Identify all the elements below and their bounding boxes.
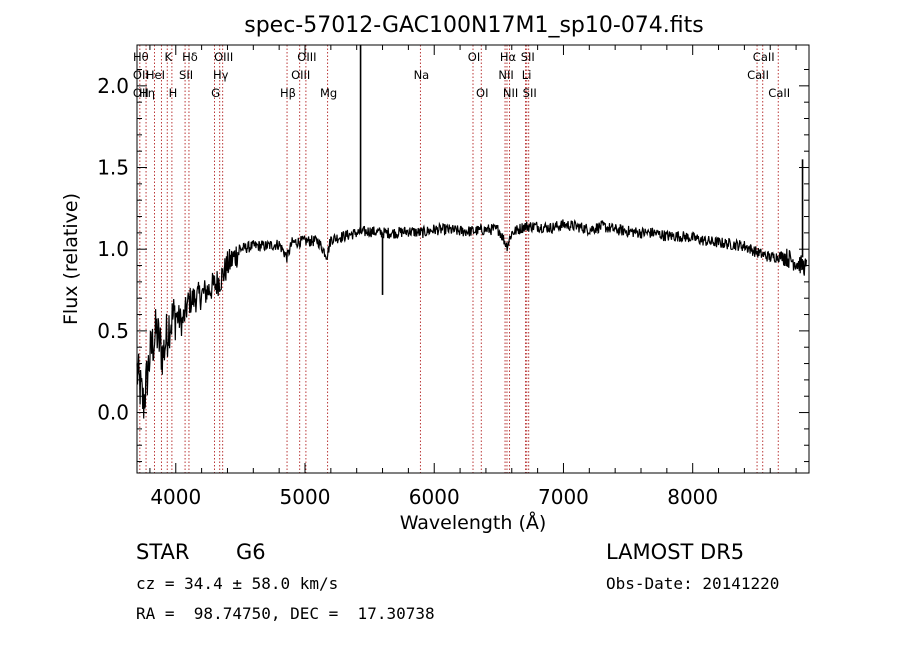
x-axis-label: Wavelength (Å) (400, 511, 547, 534)
x-tick-label: 7000 (538, 485, 589, 509)
x-tick-label: 4000 (150, 485, 201, 509)
spectral-line-label: OIII (214, 50, 233, 64)
spectral-line-label: CaII (768, 86, 790, 100)
spectral-line-label: OIII (291, 68, 310, 82)
spectral-line-label: Hη (139, 86, 155, 100)
spectral-line-label: Hγ (213, 68, 229, 82)
redshift-velocity: cz = 34.4 ± 58.0 km/s (136, 574, 339, 593)
spectral-line-label: OIII (297, 50, 316, 64)
spectral-line-label: NII (498, 68, 513, 82)
y-tick-label: 1.5 (97, 156, 129, 180)
plot-frame (136, 44, 810, 474)
spectral-line-label: SII (179, 68, 193, 82)
y-tick-label: 0.0 (97, 401, 129, 425)
x-axis: 4000 5000 6000 7000 8000 (149, 45, 797, 509)
y-tick-label: 1.0 (97, 237, 129, 261)
x-tick-label: 5000 (280, 485, 331, 509)
spectral-line-label: H (169, 86, 178, 100)
spectral-line-label: K (164, 50, 172, 64)
spectral-line-label: SII (521, 50, 535, 64)
x-tick-label: 6000 (409, 485, 460, 509)
spectral-line-label: CaII (753, 50, 775, 64)
object-subclass: G6 (236, 540, 266, 564)
coordinates: RA = 98.74750, DEC = 17.30738 (136, 604, 435, 623)
x-tick-label: 8000 (667, 485, 718, 509)
spectral-line-label: OI (468, 50, 480, 64)
spectral-line-label: OI (476, 86, 488, 100)
spectrum-series-line (136, 219, 807, 419)
spectral-line-label: NII (503, 86, 518, 100)
spectral-line-label: Hα (500, 50, 517, 64)
spectral-line-label: Mg (320, 86, 337, 100)
spectral-line-label: Li (522, 68, 532, 82)
spectral-line-label: HeI (146, 68, 165, 82)
spectrum-spikes (359, 45, 804, 295)
observation-date: Obs-Date: 20141220 (606, 574, 780, 593)
spectral-line-label: Hβ (280, 86, 296, 100)
survey-name: LAMOST DR5 (606, 540, 745, 564)
object-class: STAR (136, 540, 190, 564)
y-tick-label: 2.0 (97, 74, 129, 98)
y-axis-label: Flux (relative) (60, 193, 82, 325)
spectral-line-label: G (211, 86, 220, 100)
spectral-line-markers: HθOIIOIIHηHeIKHSIIHδGHγOIIIHβOIIIOIIIMgN… (133, 45, 790, 473)
spectral-line-label: SII (523, 86, 537, 100)
spectral-line-label: Na (414, 68, 430, 82)
spectral-line-label: CaII (747, 68, 769, 82)
spectral-line-label: Hδ (182, 50, 198, 64)
y-axis: 0.0 0.5 1.0 1.5 2.0 (97, 69, 809, 463)
y-tick-label: 0.5 (97, 319, 129, 343)
chart-title: spec-57012-GAC100N17M1_sp10-074.fits (244, 13, 704, 38)
